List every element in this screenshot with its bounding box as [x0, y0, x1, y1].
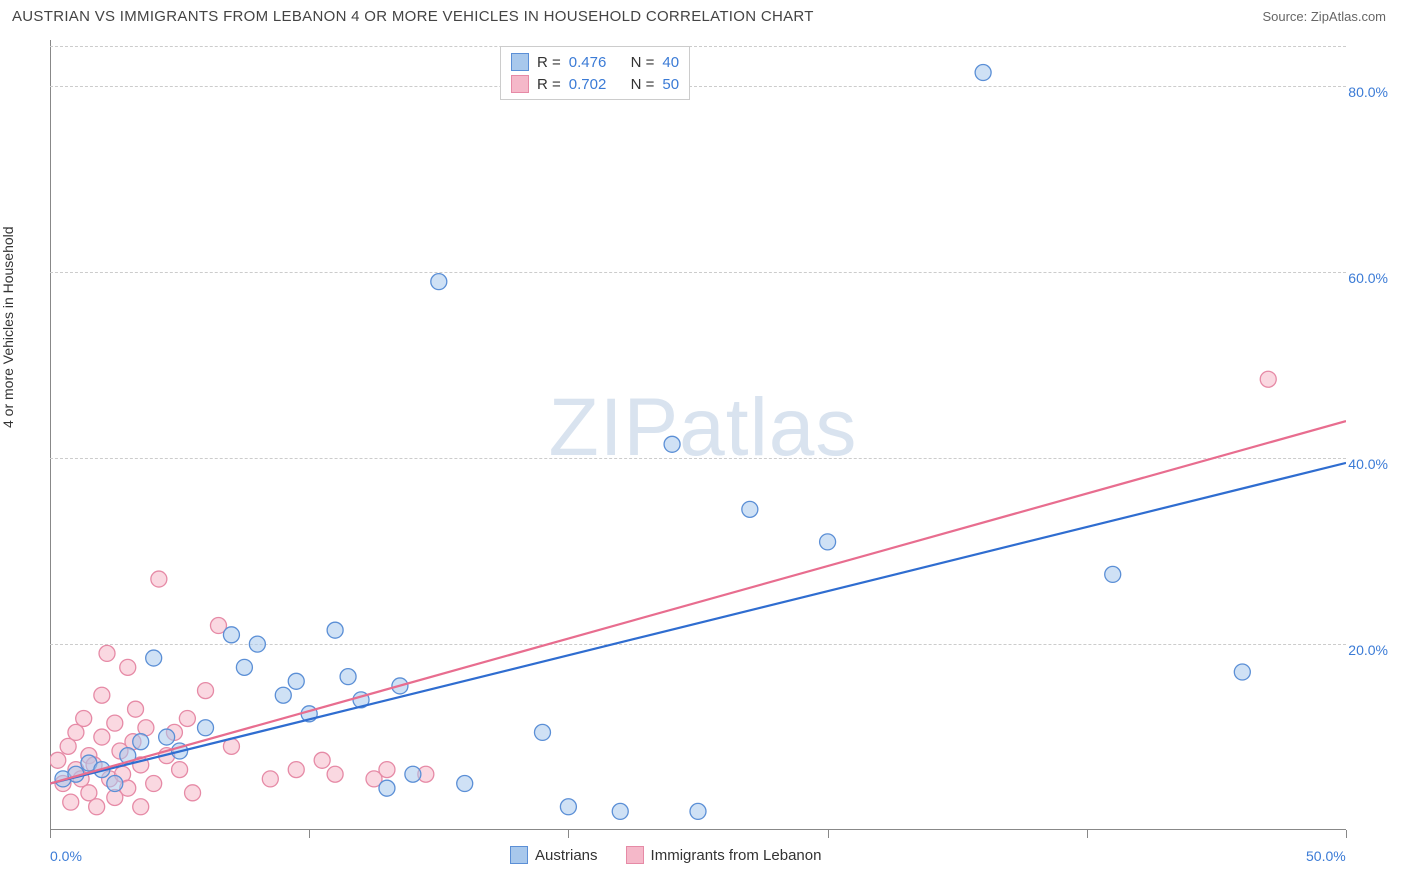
scatter-point — [1105, 566, 1121, 582]
y-tick-label: 20.0% — [1348, 642, 1388, 658]
scatter-point — [94, 687, 110, 703]
scatter-point — [133, 734, 149, 750]
scatter-point — [288, 673, 304, 689]
regression-row-austrians: R = 0.476 N = 40 — [511, 51, 679, 73]
x-tick — [50, 830, 51, 838]
scatter-point — [198, 683, 214, 699]
scatter-point — [314, 752, 330, 768]
regression-legend: R = 0.476 N = 40 R = 0.702 N = 50 — [500, 46, 690, 100]
scatter-point — [327, 766, 343, 782]
scatter-point — [146, 650, 162, 666]
scatter-point — [820, 534, 836, 550]
scatter-point — [612, 803, 628, 819]
swatch-austrians-icon — [511, 53, 529, 71]
scatter-point — [63, 794, 79, 810]
scatter-point — [107, 715, 123, 731]
scatter-point — [159, 729, 175, 745]
swatch-austrians-icon — [510, 846, 528, 864]
chart-title: AUSTRIAN VS IMMIGRANTS FROM LEBANON 4 OR… — [12, 8, 814, 25]
scatter-point — [262, 771, 278, 787]
x-tick — [568, 830, 569, 838]
scatter-point — [146, 776, 162, 792]
scatter-point — [94, 729, 110, 745]
scatter-point — [405, 766, 421, 782]
scatter-point — [120, 659, 136, 675]
scatter-point — [340, 669, 356, 685]
chart-header: AUSTRIAN VS IMMIGRANTS FROM LEBANON 4 OR… — [0, 0, 1406, 29]
scatter-point — [107, 776, 123, 792]
scatter-point — [379, 762, 395, 778]
scatter-point — [223, 627, 239, 643]
regression-line — [50, 463, 1346, 784]
scatter-point — [431, 274, 447, 290]
scatter-point — [1234, 664, 1250, 680]
scatter-point — [133, 799, 149, 815]
scatter-point — [89, 799, 105, 815]
scatter-point — [198, 720, 214, 736]
x-tick — [828, 830, 829, 838]
y-tick-label: 80.0% — [1348, 84, 1388, 100]
chart-source: Source: ZipAtlas.com — [1262, 9, 1386, 24]
scatter-point — [236, 659, 252, 675]
y-tick-label: 60.0% — [1348, 270, 1388, 286]
regression-row-lebanon: R = 0.702 N = 50 — [511, 73, 679, 95]
scatter-point — [534, 724, 550, 740]
scatter-point — [327, 622, 343, 638]
scatter-point — [128, 701, 144, 717]
swatch-lebanon-icon — [626, 846, 644, 864]
x-tick — [309, 830, 310, 838]
scatter-point — [742, 501, 758, 517]
x-tick — [1087, 830, 1088, 838]
scatter-point — [379, 780, 395, 796]
y-axis-label: 4 or more Vehicles in Household — [0, 226, 16, 428]
scatter-point — [664, 436, 680, 452]
scatter-point — [172, 762, 188, 778]
scatter-point — [185, 785, 201, 801]
y-tick-label: 40.0% — [1348, 456, 1388, 472]
scatter-point — [275, 687, 291, 703]
scatter-point — [99, 645, 115, 661]
legend-bottom: Austrians Immigrants from Lebanon — [510, 846, 821, 864]
scatter-point — [249, 636, 265, 652]
x-tick — [1346, 830, 1347, 838]
scatter-point — [690, 803, 706, 819]
scatter-point — [975, 65, 991, 81]
legend-item-lebanon: Immigrants from Lebanon — [626, 846, 822, 864]
scatter-svg — [50, 40, 1346, 830]
scatter-point — [457, 776, 473, 792]
scatter-point — [50, 752, 66, 768]
x-tick-label: 50.0% — [1306, 848, 1346, 864]
scatter-point — [560, 799, 576, 815]
x-tick-label: 0.0% — [50, 848, 82, 864]
swatch-lebanon-icon — [511, 75, 529, 93]
scatter-point — [288, 762, 304, 778]
regression-line — [50, 421, 1346, 783]
scatter-point — [76, 710, 92, 726]
scatter-point — [151, 571, 167, 587]
scatter-point — [1260, 371, 1276, 387]
scatter-point — [179, 710, 195, 726]
legend-item-austrians: Austrians — [510, 846, 598, 864]
